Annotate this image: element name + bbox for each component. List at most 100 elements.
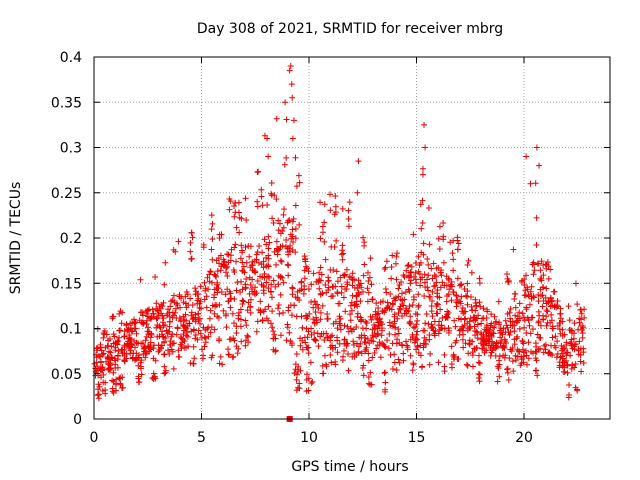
data-point [190, 343, 197, 350]
data-point [288, 81, 295, 88]
data-point [581, 306, 588, 313]
data-point [373, 345, 380, 352]
data-point [504, 278, 511, 285]
data-point [137, 363, 144, 370]
data-point [296, 385, 303, 392]
data-point [417, 282, 424, 289]
data-point [503, 366, 510, 373]
data-point [328, 359, 335, 366]
data-point [535, 308, 542, 315]
data-point [203, 304, 210, 311]
data-point [200, 244, 207, 251]
grid-lines [94, 57, 610, 419]
data-point [265, 273, 272, 280]
data-point [187, 239, 194, 246]
data-point [97, 359, 104, 366]
data-point [317, 235, 324, 242]
data-point [578, 368, 585, 375]
data-point [260, 290, 267, 297]
data-point [168, 298, 175, 305]
data-point [360, 272, 367, 279]
data-point [216, 235, 223, 242]
data-point [327, 191, 334, 198]
data-point [396, 359, 403, 366]
data-point [275, 227, 282, 234]
data-point [338, 289, 345, 296]
data-point [117, 380, 124, 387]
data-point [533, 242, 540, 249]
data-point [420, 240, 427, 247]
data-point [337, 326, 344, 333]
chart-title: Day 308 of 2021, SRMTID for receiver mbr… [197, 21, 503, 37]
data-point [100, 350, 107, 357]
data-point [222, 312, 229, 319]
data-point [364, 298, 371, 305]
data-point [160, 299, 167, 306]
data-point [285, 272, 292, 279]
data-point [384, 299, 391, 306]
data-point [274, 305, 281, 312]
data-point [428, 308, 435, 315]
data-point [475, 370, 482, 377]
data-point [392, 324, 399, 331]
data-point [317, 199, 324, 206]
data-point [382, 344, 389, 351]
data-point [572, 361, 579, 368]
data-point [496, 357, 503, 364]
data-point [393, 366, 400, 373]
data-point [300, 290, 307, 297]
data-point [425, 261, 432, 268]
data-point [249, 262, 256, 269]
data-point [197, 305, 204, 312]
data-point [133, 330, 140, 337]
data-point [395, 310, 402, 317]
data-point [491, 313, 498, 320]
data-point [405, 307, 412, 314]
data-point [289, 135, 296, 142]
data-point [289, 285, 296, 292]
data-point [419, 165, 426, 172]
data-point [261, 236, 268, 243]
data-point [415, 291, 422, 298]
data-point [495, 343, 502, 350]
data-point [436, 318, 443, 325]
data-point [404, 344, 411, 351]
data-point [367, 369, 374, 376]
data-point [438, 324, 445, 331]
data-point [101, 328, 108, 335]
data-point [309, 378, 316, 385]
data-point [387, 291, 394, 298]
data-point [322, 361, 329, 368]
data-point [338, 251, 345, 258]
data-point [325, 277, 332, 284]
data-point [495, 298, 502, 305]
data-point [516, 325, 523, 332]
data-point [147, 339, 154, 346]
data-point [192, 285, 199, 292]
data-point [523, 153, 530, 160]
data-point [116, 375, 123, 382]
data-point [231, 295, 238, 302]
data-point [227, 257, 234, 264]
data-point [358, 284, 365, 291]
data-point [249, 258, 256, 265]
x-tick-label: 10 [300, 430, 318, 446]
data-point [407, 318, 414, 325]
data-point [102, 379, 109, 386]
data-point [299, 337, 306, 344]
x-tick-label: 0 [90, 430, 99, 446]
data-point [144, 328, 151, 335]
data-point [528, 283, 535, 290]
data-point [275, 281, 282, 288]
data-point [468, 303, 475, 310]
data-point [254, 318, 261, 325]
data-point [437, 284, 444, 291]
data-point [289, 284, 296, 291]
data-point [528, 314, 535, 321]
data-point [239, 286, 246, 293]
data-point [354, 313, 361, 320]
data-point [303, 263, 310, 270]
data-point [171, 340, 178, 347]
data-point [310, 270, 317, 277]
data-point [549, 325, 556, 332]
